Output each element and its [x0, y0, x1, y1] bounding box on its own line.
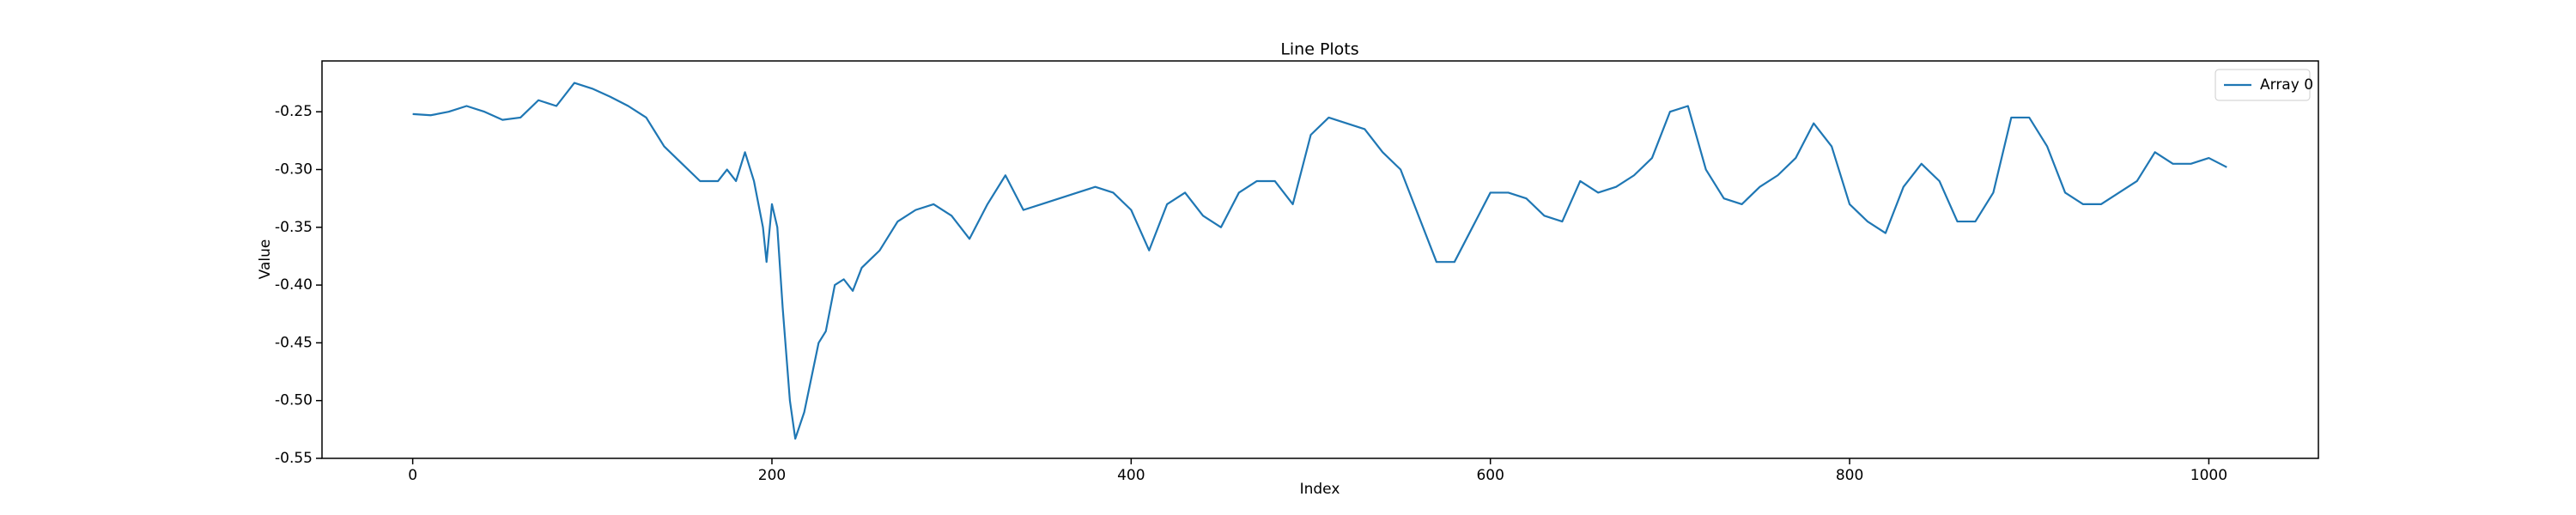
- y-tick-label: -0.50: [275, 392, 313, 409]
- x-tick-label: 0: [408, 467, 417, 484]
- x-tick-label: 200: [758, 467, 786, 484]
- x-tick-label: 600: [1476, 467, 1504, 484]
- x-tick-label: 1000: [2190, 467, 2227, 484]
- y-tick-label: -0.40: [275, 276, 313, 294]
- data-line: [412, 82, 2227, 440]
- plot-frame: [321, 60, 2319, 459]
- x-tick-label: 400: [1117, 467, 1145, 484]
- y-tick-label: -0.55: [275, 450, 313, 467]
- y-tick-label: -0.30: [275, 161, 313, 179]
- x-tick-label: 800: [1836, 467, 1863, 484]
- chart-title: Line Plots: [1280, 40, 1358, 59]
- y-axis-label: Value: [257, 239, 274, 280]
- y-tick-label: -0.45: [275, 334, 313, 351]
- legend-label: Array 0: [2260, 76, 2313, 94]
- y-tick-label: -0.25: [275, 103, 313, 120]
- legend-box: [2215, 69, 2311, 101]
- y-tick-label: -0.35: [275, 219, 313, 236]
- x-axis-label: Index: [1300, 481, 1340, 498]
